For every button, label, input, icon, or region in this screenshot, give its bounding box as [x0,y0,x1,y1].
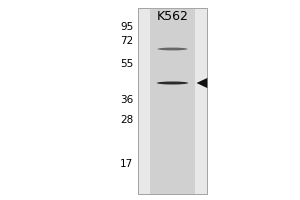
Ellipse shape [158,48,188,50]
Bar [150,8,195,194]
Text: K562: K562 [157,10,188,23]
Text: 72: 72 [120,36,134,46]
Text: 36: 36 [120,95,134,105]
Text: 55: 55 [120,59,134,69]
Ellipse shape [157,82,188,84]
Text: 95: 95 [120,22,134,32]
Bar [138,8,207,194]
Text: 28: 28 [120,115,134,125]
Polygon shape [196,78,208,88]
Text: 17: 17 [120,159,134,169]
Bar [138,8,207,194]
